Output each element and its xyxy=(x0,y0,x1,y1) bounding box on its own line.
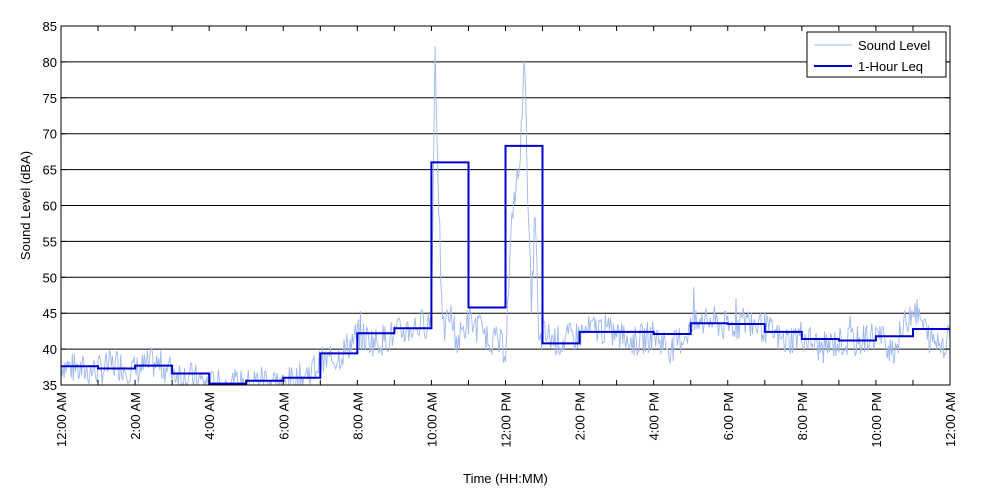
x-tick-label-7: 2:00 PM xyxy=(573,392,588,440)
x-tick-label-0: 12:00 AM xyxy=(54,392,69,447)
y-tick-label-50: 50 xyxy=(43,270,57,285)
y-tick-label-45: 45 xyxy=(43,306,57,321)
legend-label-sound-level: Sound Level xyxy=(858,38,930,53)
y-tick-label-70: 70 xyxy=(43,127,57,142)
x-tick-label-6: 12:00 PM xyxy=(499,392,514,448)
legend-box xyxy=(806,31,947,78)
y-tick-label-85: 85 xyxy=(43,19,57,34)
x-tick-label-11: 10:00 PM xyxy=(869,392,884,448)
x-tick-label-5: 10:00 AM xyxy=(424,392,439,447)
axis-ticks: 35 40 45 50 55 60 65 70 75 80 85 12:00 AM 2:00 AM 4:0… xyxy=(43,19,958,448)
y-tick-label-40: 40 xyxy=(43,342,57,357)
x-tick-label-12: 12:00 AM xyxy=(943,392,958,447)
x-tick-label-1: 2:00 AM xyxy=(128,392,143,440)
legend: Sound Level 1-Hour Leq xyxy=(806,31,947,78)
y-tick-label-55: 55 xyxy=(43,234,57,249)
x-tick-label-9: 6:00 PM xyxy=(721,392,736,440)
y-tick-label-80: 80 xyxy=(43,55,57,70)
x-tick-label-2: 4:00 AM xyxy=(202,392,217,440)
y-tick-label-60: 60 xyxy=(43,199,57,214)
y-axis-title: Sound Level (dBA) xyxy=(18,151,33,260)
x-tick-label-4: 8:00 AM xyxy=(350,392,365,440)
x-axis-title: Time (HH:MM) xyxy=(463,471,548,486)
legend-label-1-hour-leq: 1-Hour Leq xyxy=(858,59,923,74)
x-tick-label-8: 4:00 PM xyxy=(647,392,662,440)
y-tick-label-35: 35 xyxy=(43,378,57,393)
y-tick-label-65: 65 xyxy=(43,163,57,178)
x-tick-label-10: 8:00 PM xyxy=(795,392,810,440)
x-tick-label-3: 6:00 AM xyxy=(276,392,291,440)
y-tick-label-75: 75 xyxy=(43,91,57,106)
